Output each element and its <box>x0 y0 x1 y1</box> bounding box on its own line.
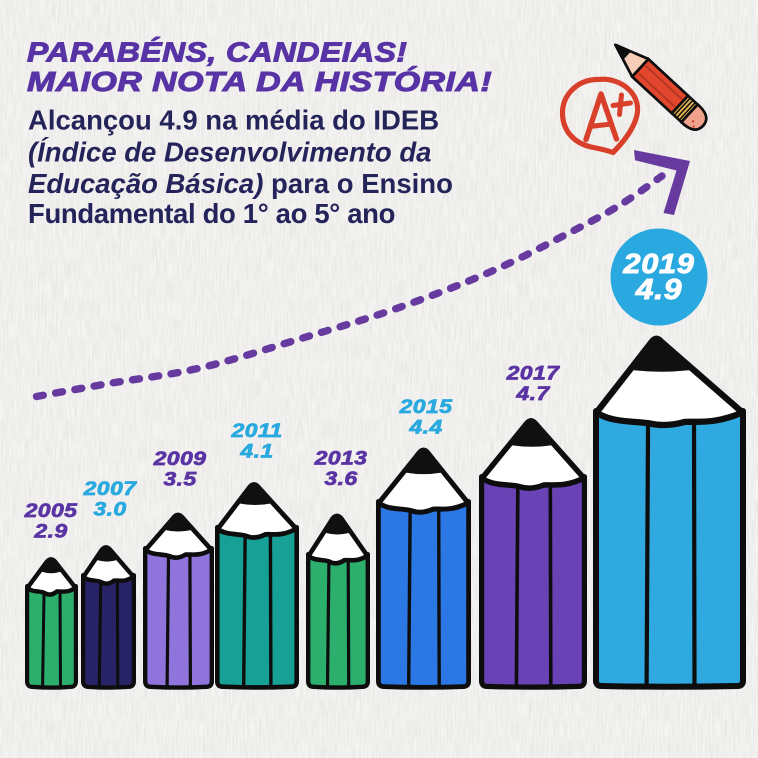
svg-text:2013: 2013 <box>314 448 368 469</box>
svg-text:3.5: 3.5 <box>163 469 196 490</box>
svg-text:2007: 2007 <box>83 479 138 500</box>
svg-text:(Índice de Desenvolvimento da: (Índice de Desenvolvimento da <box>28 137 431 168</box>
svg-text:4.1: 4.1 <box>239 441 273 462</box>
svg-text:Alcançou 4.9 na média do IDEB: Alcançou 4.9 na média do IDEB <box>28 105 439 136</box>
svg-text:3.6: 3.6 <box>324 469 357 490</box>
svg-text:PARABÉNS, CANDEIAS!: PARABÉNS, CANDEIAS! <box>27 37 407 68</box>
svg-text:3.0: 3.0 <box>93 499 126 520</box>
svg-text:2.9: 2.9 <box>33 521 67 542</box>
svg-text:2005: 2005 <box>24 501 78 522</box>
svg-text:2015: 2015 <box>399 397 453 418</box>
svg-text:4.9: 4.9 <box>635 275 682 306</box>
svg-text:2009: 2009 <box>153 449 207 470</box>
svg-text:Fundamental do 1° ao 5° ano: Fundamental do 1° ao 5° ano <box>28 198 395 229</box>
svg-text:2019: 2019 <box>622 249 694 279</box>
svg-text:4.7: 4.7 <box>515 384 550 405</box>
svg-text:Educação Básica) para o Ensino: Educação Básica) para o Ensino <box>28 168 453 199</box>
svg-text:2011: 2011 <box>230 421 282 442</box>
svg-text:4.4: 4.4 <box>408 417 442 438</box>
svg-text:MAIOR NOTA DA HISTÓRIA!: MAIOR NOTA DA HISTÓRIA! <box>27 66 492 98</box>
svg-text:2017: 2017 <box>506 363 561 384</box>
